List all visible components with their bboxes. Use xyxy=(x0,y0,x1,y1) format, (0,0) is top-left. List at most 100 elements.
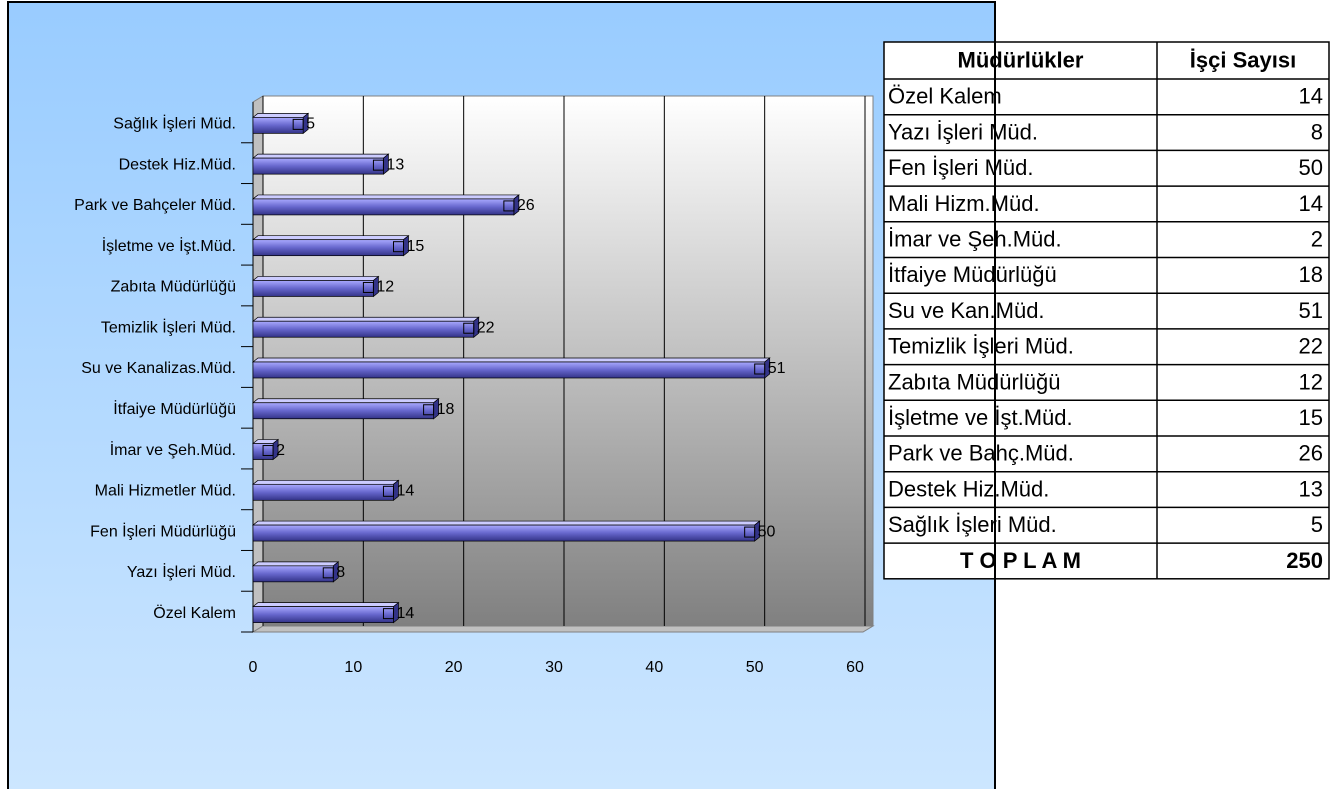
cell: 51 xyxy=(1299,298,1323,323)
bar xyxy=(252,198,515,216)
data-label: 14 xyxy=(396,483,414,500)
total-cell: T O P L A M xyxy=(960,548,1081,573)
cell: 2 xyxy=(1311,226,1323,251)
bar-top xyxy=(252,113,310,118)
cell: Destek Hiz.Müd. xyxy=(888,476,1049,501)
marker xyxy=(382,485,394,497)
y-tick-label: Yazı İşleri Müd. xyxy=(127,562,236,581)
cell: Özel Kalem xyxy=(888,84,1002,109)
floor xyxy=(251,625,875,633)
table xyxy=(883,41,1330,580)
cell: Su ve Kan.Müd. xyxy=(888,298,1045,323)
x-tick-label: 20 xyxy=(445,659,463,676)
bar xyxy=(252,606,394,623)
bar-top xyxy=(252,276,380,281)
bar-top xyxy=(252,153,390,159)
total-cell: 250 xyxy=(1286,548,1323,573)
marker xyxy=(503,200,515,212)
data-label: 13 xyxy=(386,156,404,173)
marker xyxy=(423,404,435,416)
cell: 13 xyxy=(1299,476,1323,501)
bar-top xyxy=(252,398,440,404)
marker xyxy=(744,526,756,538)
marker xyxy=(754,363,766,375)
cell: 12 xyxy=(1299,369,1323,394)
marker xyxy=(382,608,394,620)
bar-top xyxy=(252,194,520,200)
x-tick-label: 10 xyxy=(344,659,362,676)
cell: 14 xyxy=(1299,191,1323,216)
x-tick-label: 50 xyxy=(746,659,764,676)
cell: 26 xyxy=(1299,441,1323,466)
bar xyxy=(252,361,766,379)
bar-top xyxy=(252,357,771,363)
cell: 5 xyxy=(1311,512,1323,537)
data-label: 5 xyxy=(306,116,315,133)
bar-top xyxy=(252,520,761,526)
cell: Zabıta Müdürlüğü xyxy=(888,369,1060,394)
bar-top xyxy=(252,316,480,322)
cell: Yazı İşleri Müd. xyxy=(888,119,1038,144)
data-label: 18 xyxy=(437,401,455,418)
bar xyxy=(252,239,404,257)
bar-top xyxy=(252,602,400,607)
y-tick-label: Park ve Bahçeler Müd. xyxy=(74,197,236,214)
bar xyxy=(252,157,384,175)
cell: İşletme ve İşt.Müd. xyxy=(888,405,1073,430)
y-tick-label: İmar ve Şeh.Müd. xyxy=(110,440,236,459)
bar-top xyxy=(252,561,340,567)
bar-top xyxy=(252,235,410,241)
cell: 22 xyxy=(1299,334,1323,359)
bar-top xyxy=(252,479,400,485)
y-tick-label: Fen İşleri Müdürlüğü xyxy=(90,521,236,540)
y-tick-label: Destek Hiz.Müd. xyxy=(119,156,236,173)
marker xyxy=(372,159,384,171)
data-label: 15 xyxy=(407,238,425,255)
bar xyxy=(252,483,394,501)
y-tick-label: İtfaiye Müdürlüğü xyxy=(113,399,236,418)
cell: 14 xyxy=(1299,84,1323,109)
bar xyxy=(252,280,374,297)
cell: Temizlik İşleri Müd. xyxy=(888,334,1074,359)
marker xyxy=(262,445,274,457)
x-tick-label: 30 xyxy=(545,659,563,676)
marker xyxy=(463,322,475,334)
y-tick-label: Özel Kalem xyxy=(153,604,236,622)
header-cell: İşçi Sayısı xyxy=(1190,47,1296,72)
cell: 8 xyxy=(1311,119,1323,144)
cell: Park ve Bahç.Müd. xyxy=(888,441,1074,466)
data-label: 26 xyxy=(517,197,535,214)
bar xyxy=(252,402,434,420)
marker xyxy=(292,118,304,130)
x-tick-label: 40 xyxy=(645,659,663,676)
y-tick-label: Zabıta Müdürlüğü xyxy=(111,279,236,296)
data-label: 14 xyxy=(396,605,414,622)
data-label: 12 xyxy=(376,279,394,296)
marker xyxy=(322,567,334,579)
cell: 18 xyxy=(1299,262,1323,287)
cell: 50 xyxy=(1299,155,1323,180)
y-tick-label: Mali Hizmetler Müd. xyxy=(95,483,236,500)
bar xyxy=(252,565,334,583)
data-label: 50 xyxy=(758,523,776,540)
cell: 15 xyxy=(1299,405,1323,430)
data-label: 22 xyxy=(477,319,495,336)
data-label: 51 xyxy=(768,360,786,377)
y-tick-label: Sağlık İşleri Müd. xyxy=(113,114,236,133)
marker xyxy=(393,241,404,253)
y-tick-label: Temizlik İşleri Müd. xyxy=(101,317,236,336)
cell: İtfaiye Müdürlüğü xyxy=(888,262,1057,287)
header-cell: Müdürlükler xyxy=(958,47,1084,72)
cell: İmar ve Şeh.Müd. xyxy=(888,226,1062,251)
cell: Sağlık İşleri Müd. xyxy=(888,512,1057,537)
data-label: 8 xyxy=(336,564,345,581)
y-tick-label: Su ve Kanalizas.Müd. xyxy=(81,360,236,377)
x-tick-label: 60 xyxy=(846,659,864,676)
x-tick-label: 0 xyxy=(249,659,258,676)
marker xyxy=(362,281,374,293)
bar xyxy=(252,524,756,542)
cell: Fen İşleri Müd. xyxy=(888,155,1034,180)
cell: Mali Hizm.Müd. xyxy=(888,191,1040,216)
bar xyxy=(252,320,475,338)
